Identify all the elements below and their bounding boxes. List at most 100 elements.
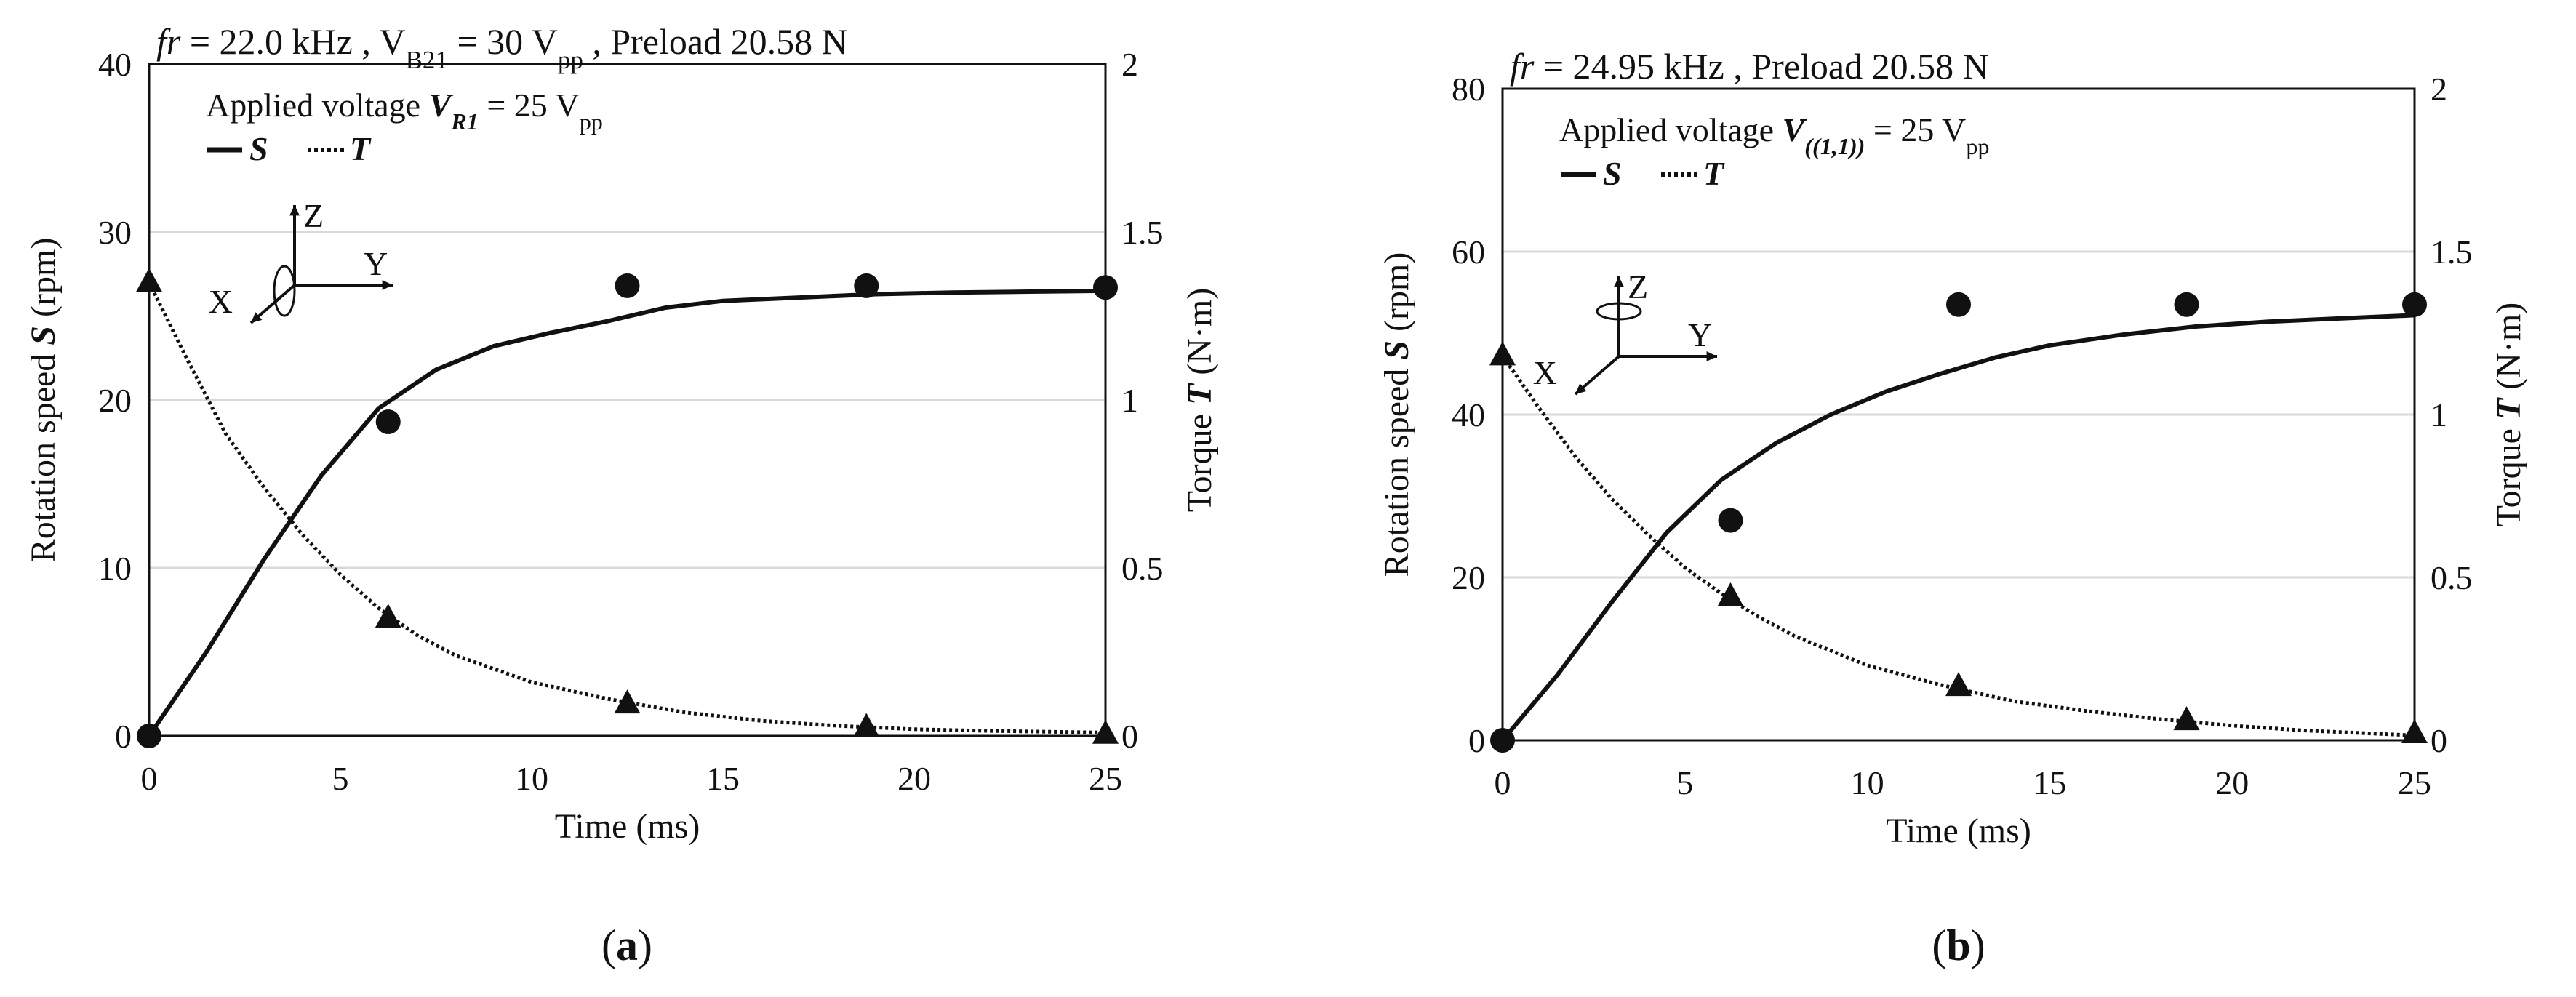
torque-point bbox=[1945, 672, 1972, 697]
panel-caption: (a) bbox=[601, 921, 652, 969]
y-tick-label: 0 bbox=[115, 718, 132, 755]
text-span: (rpm) bbox=[1377, 252, 1416, 340]
torque-point bbox=[1717, 582, 1744, 606]
torque-point bbox=[1092, 719, 1119, 744]
y2-tick-label: 1 bbox=[1121, 382, 1138, 419]
axis-icon-x-label: X bbox=[1533, 354, 1557, 391]
text-span: T bbox=[350, 130, 372, 167]
x-tick-label: 15 bbox=[706, 760, 740, 797]
axis-icon-z-label: Z bbox=[1628, 268, 1648, 305]
speed-point bbox=[1490, 728, 1515, 753]
text-span: b bbox=[1946, 921, 1970, 969]
text-span: ( bbox=[1932, 921, 1946, 969]
torque-curve bbox=[147, 281, 1106, 734]
y-tick-label: 30 bbox=[98, 214, 132, 251]
text-span: ) bbox=[1971, 921, 1985, 969]
text-span: ) bbox=[638, 921, 652, 969]
x-tick-label: 15 bbox=[2033, 764, 2066, 801]
text-span: = 25 V bbox=[479, 87, 580, 124]
plot-frame bbox=[148, 63, 1107, 737]
text-span: S bbox=[24, 326, 63, 345]
y-tick-label: 40 bbox=[98, 46, 132, 83]
text-span: (N·m) bbox=[1180, 288, 1219, 384]
y-tick-label: 20 bbox=[98, 382, 132, 419]
speed-point bbox=[615, 273, 640, 298]
y-axis-label: Rotation speed S (rpm) bbox=[24, 238, 63, 563]
text-span: = 25 V bbox=[1865, 111, 1966, 148]
text-span: Applied voltage bbox=[1559, 111, 1783, 148]
text-span: (rpm) bbox=[24, 238, 63, 326]
coordinate-axes-icon: Z Y X bbox=[1533, 268, 1717, 396]
y-tick-label: 0 bbox=[1468, 722, 1485, 759]
text-span: = 24.95 kHz , Preload 20.58 N bbox=[1534, 46, 1988, 87]
text-span: fr bbox=[1510, 46, 1535, 87]
applied-voltage-annotation: Applied voltage V((1,1)) = 25 Vpp bbox=[1559, 111, 1989, 159]
x-tick-label: 10 bbox=[1851, 764, 1884, 801]
speed-point bbox=[2402, 292, 2427, 317]
text-span: T bbox=[2489, 397, 2528, 420]
chart-title: fr = 22.0 kHz , VB21 = 30 Vpp , Preload … bbox=[156, 21, 848, 74]
y2-tick-label: 1.5 bbox=[2431, 233, 2473, 271]
y2-tick-label: 0.5 bbox=[1121, 550, 1164, 587]
speed-point bbox=[1718, 508, 1743, 533]
x-tick-label: 20 bbox=[2215, 764, 2249, 801]
text-span: Rotation speed bbox=[1377, 360, 1416, 577]
legend-t-label: T bbox=[1703, 155, 1725, 192]
torque-point bbox=[614, 689, 641, 714]
text-span: Applied voltage bbox=[206, 87, 429, 124]
x-tick-label: 0 bbox=[1495, 764, 1511, 801]
text-span: = 22.0 kHz , V bbox=[180, 21, 405, 62]
text-span: pp bbox=[580, 108, 603, 135]
torque-point bbox=[2173, 706, 2200, 731]
speed-curve bbox=[1500, 313, 2417, 742]
text-span: B21 bbox=[406, 46, 448, 74]
y-tick-label: 80 bbox=[1452, 71, 1485, 108]
y-tick-label: 60 bbox=[1452, 233, 1485, 271]
y-tick-label: 20 bbox=[1452, 559, 1485, 596]
rotation-indicator bbox=[273, 265, 296, 317]
speed-point bbox=[2174, 292, 2199, 317]
coordinate-axes-icon: Z Y X bbox=[209, 197, 393, 324]
legend-t-label: T bbox=[350, 130, 372, 167]
legend-s-label: S bbox=[249, 130, 268, 167]
applied-voltage-annotation: Applied voltage VR1 = 25 Vpp bbox=[206, 87, 603, 135]
text-span: pp bbox=[1966, 133, 1989, 159]
y-tick-label: 40 bbox=[1452, 396, 1485, 433]
y2-tick-label: 2 bbox=[1121, 46, 1138, 83]
y2-axis-label: Torque T (N·m) bbox=[2489, 303, 2528, 527]
z-axis-arrow-head bbox=[289, 205, 300, 216]
x-axis-arrow-head bbox=[251, 312, 263, 323]
text-span: (N·m) bbox=[2489, 303, 2528, 399]
text-span: T bbox=[1180, 383, 1219, 405]
panel-caption: (b) bbox=[1932, 921, 1985, 969]
y2-tick-label: 1 bbox=[2431, 396, 2447, 433]
torque-point bbox=[136, 268, 162, 292]
text-span: S bbox=[249, 130, 268, 167]
y2-tick-label: 0.5 bbox=[2431, 559, 2473, 596]
text-span: ( bbox=[601, 921, 616, 969]
text-span: a bbox=[616, 921, 638, 969]
torque-point bbox=[2401, 719, 2428, 744]
y2-axis-label: Torque T (N·m) bbox=[1180, 288, 1219, 513]
x-axis-label: Time (ms) bbox=[1886, 812, 2031, 850]
legend-s-label: S bbox=[1603, 155, 1622, 192]
speed-curve bbox=[147, 288, 1108, 738]
torque-point bbox=[853, 713, 880, 737]
y2-tick-label: 0 bbox=[1121, 718, 1138, 755]
text-span: pp bbox=[558, 46, 583, 74]
text-span: = 30 V bbox=[448, 21, 558, 62]
torque-point bbox=[375, 604, 401, 628]
x-tick-label: 25 bbox=[2398, 764, 2431, 801]
y2-tick-label: 1.5 bbox=[1121, 214, 1164, 251]
text-span: ((1,1)) bbox=[1804, 133, 1865, 159]
rotation-indicator bbox=[1596, 302, 1642, 321]
plot-frame bbox=[1501, 87, 2416, 742]
axis-icon-y-label: Y bbox=[1688, 316, 1712, 353]
y-axis-arrow-head bbox=[1706, 351, 1717, 361]
text-span: V bbox=[1783, 111, 1807, 148]
x-axis-arrow-head bbox=[1575, 383, 1587, 394]
speed-point bbox=[854, 273, 879, 298]
x-tick-label: 0 bbox=[141, 760, 158, 797]
